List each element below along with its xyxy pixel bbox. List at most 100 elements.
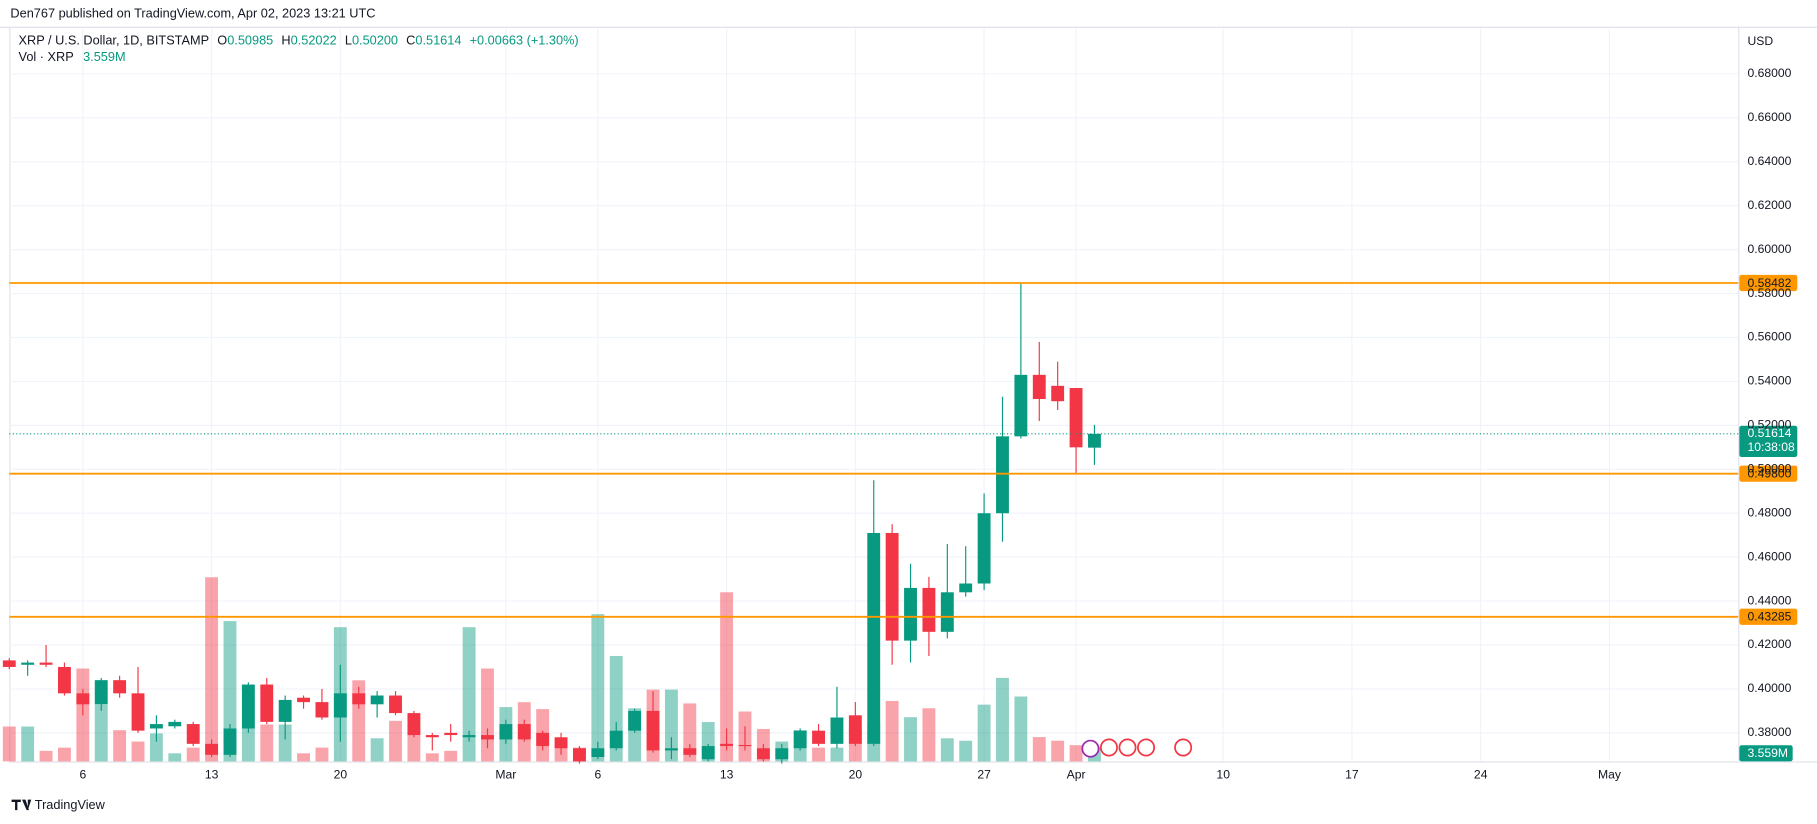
y-tick-label: 0.58000 <box>1747 286 1791 300</box>
candle-body <box>39 662 53 665</box>
volume-bar <box>21 726 35 762</box>
x-tick-label: 20 <box>334 768 348 782</box>
volume-bar <box>591 614 605 762</box>
volume-bar <box>904 717 917 762</box>
candle-body <box>76 693 90 705</box>
candle-body <box>370 695 384 705</box>
volume-bar <box>1032 737 1046 762</box>
last-price-label: 0.51614 <box>1747 426 1791 440</box>
candle-body <box>830 717 844 744</box>
event-icon <box>1081 739 1100 758</box>
candle-body <box>793 730 807 749</box>
candle-body <box>664 748 678 751</box>
y-tick-label: 0.46000 <box>1747 549 1791 563</box>
grid <box>9 27 1739 762</box>
y-tick-label: 0.62000 <box>1747 198 1791 212</box>
change-value: +0.00663 (+1.30%) <box>470 33 579 48</box>
candle-body <box>683 748 697 755</box>
y-tick-label: 0.68000 <box>1747 66 1791 80</box>
volume-layer <box>2 577 1101 762</box>
candle-body <box>113 680 127 694</box>
y-tick-label: 0.60000 <box>1747 242 1791 256</box>
event-icons <box>1081 738 1193 758</box>
ohlc-value: 0.52022 <box>291 33 337 48</box>
countdown-label: 10:38:08 <box>1747 440 1795 454</box>
candle-body <box>812 730 825 744</box>
volume-bar <box>940 738 954 762</box>
ohlc-label: L <box>345 33 352 48</box>
volume-bar <box>205 577 219 762</box>
x-tick-label: May <box>1598 768 1622 782</box>
candle-body <box>278 699 292 722</box>
candle-body <box>756 748 770 760</box>
volume-bar <box>959 740 973 762</box>
volume-bar <box>1014 696 1028 762</box>
level-label: 0.49800 <box>1747 466 1791 480</box>
candle-body <box>315 702 329 718</box>
volume-bar <box>720 592 734 762</box>
ohlc-label: C <box>406 33 415 48</box>
candle-body <box>2 660 16 667</box>
last-price-badge <box>1739 425 1798 458</box>
volume-bar <box>223 621 237 762</box>
candle-body <box>573 748 586 762</box>
candle-layer <box>2 282 1101 764</box>
x-tick-label: 13 <box>720 768 734 782</box>
volume-bar <box>1069 745 1083 762</box>
candle-body <box>352 693 366 705</box>
x-tick-label: Apr <box>1067 768 1086 782</box>
y-tick-label: 0.48000 <box>1747 505 1791 519</box>
volume-bar <box>830 747 844 762</box>
candle-body <box>21 662 35 665</box>
candle-body <box>186 724 200 744</box>
candle-body <box>738 744 752 747</box>
volume-bar <box>113 730 127 762</box>
candle-body <box>996 436 1009 514</box>
candle-body <box>848 715 862 744</box>
x-tick-label: 6 <box>79 768 86 782</box>
volume-legend: Vol · XRP 3.559M <box>19 49 126 64</box>
x-tick-label: 10 <box>1216 768 1230 782</box>
volume-bar <box>996 677 1009 762</box>
volume-bar <box>168 753 182 762</box>
volume-bar <box>425 753 439 762</box>
candle-body <box>646 710 660 751</box>
y-tick-label: 0.38000 <box>1747 725 1791 739</box>
level-badge <box>1739 608 1798 625</box>
event-icon <box>1099 738 1118 757</box>
publish-note: Den767 published on TradingView.com, Apr… <box>10 5 375 20</box>
volume-bar <box>444 750 458 762</box>
volume-bar <box>1051 740 1065 762</box>
candle-body <box>444 732 458 736</box>
candle-body <box>922 587 936 632</box>
volume-name: Vol · XRP <box>19 49 74 64</box>
volume-bar <box>39 750 53 762</box>
brand: TradingView <box>11 797 106 812</box>
event-icon <box>1174 738 1193 757</box>
y-tick-label: 0.52000 <box>1747 418 1791 432</box>
candle-body <box>462 735 476 738</box>
volume-bar <box>389 720 402 762</box>
candle-body <box>223 728 237 755</box>
y-tick-label: 0.50000 <box>1747 462 1791 476</box>
candle-body <box>885 532 899 641</box>
x-tick-label: 20 <box>849 768 863 782</box>
candle-body <box>297 697 310 703</box>
candle-body <box>499 724 513 740</box>
candle-body <box>131 693 145 731</box>
candle-body <box>959 583 973 593</box>
symbol-title: XRP / U.S. Dollar, 1D, BITSTAMP <box>19 33 210 48</box>
volume-bar <box>407 726 421 762</box>
volume-bar <box>241 727 255 762</box>
volume-bar <box>278 724 292 762</box>
y-tick-label: 0.56000 <box>1747 330 1791 344</box>
volume-bar <box>297 753 310 762</box>
volume-badge-label: 3.559M <box>1747 746 1788 760</box>
volume-bar <box>149 733 163 762</box>
event-icon <box>1118 738 1137 757</box>
candle-body <box>260 684 274 722</box>
y-tick-label: 0.44000 <box>1747 593 1791 607</box>
candle-body <box>149 724 163 729</box>
volume-bar <box>462 627 476 762</box>
